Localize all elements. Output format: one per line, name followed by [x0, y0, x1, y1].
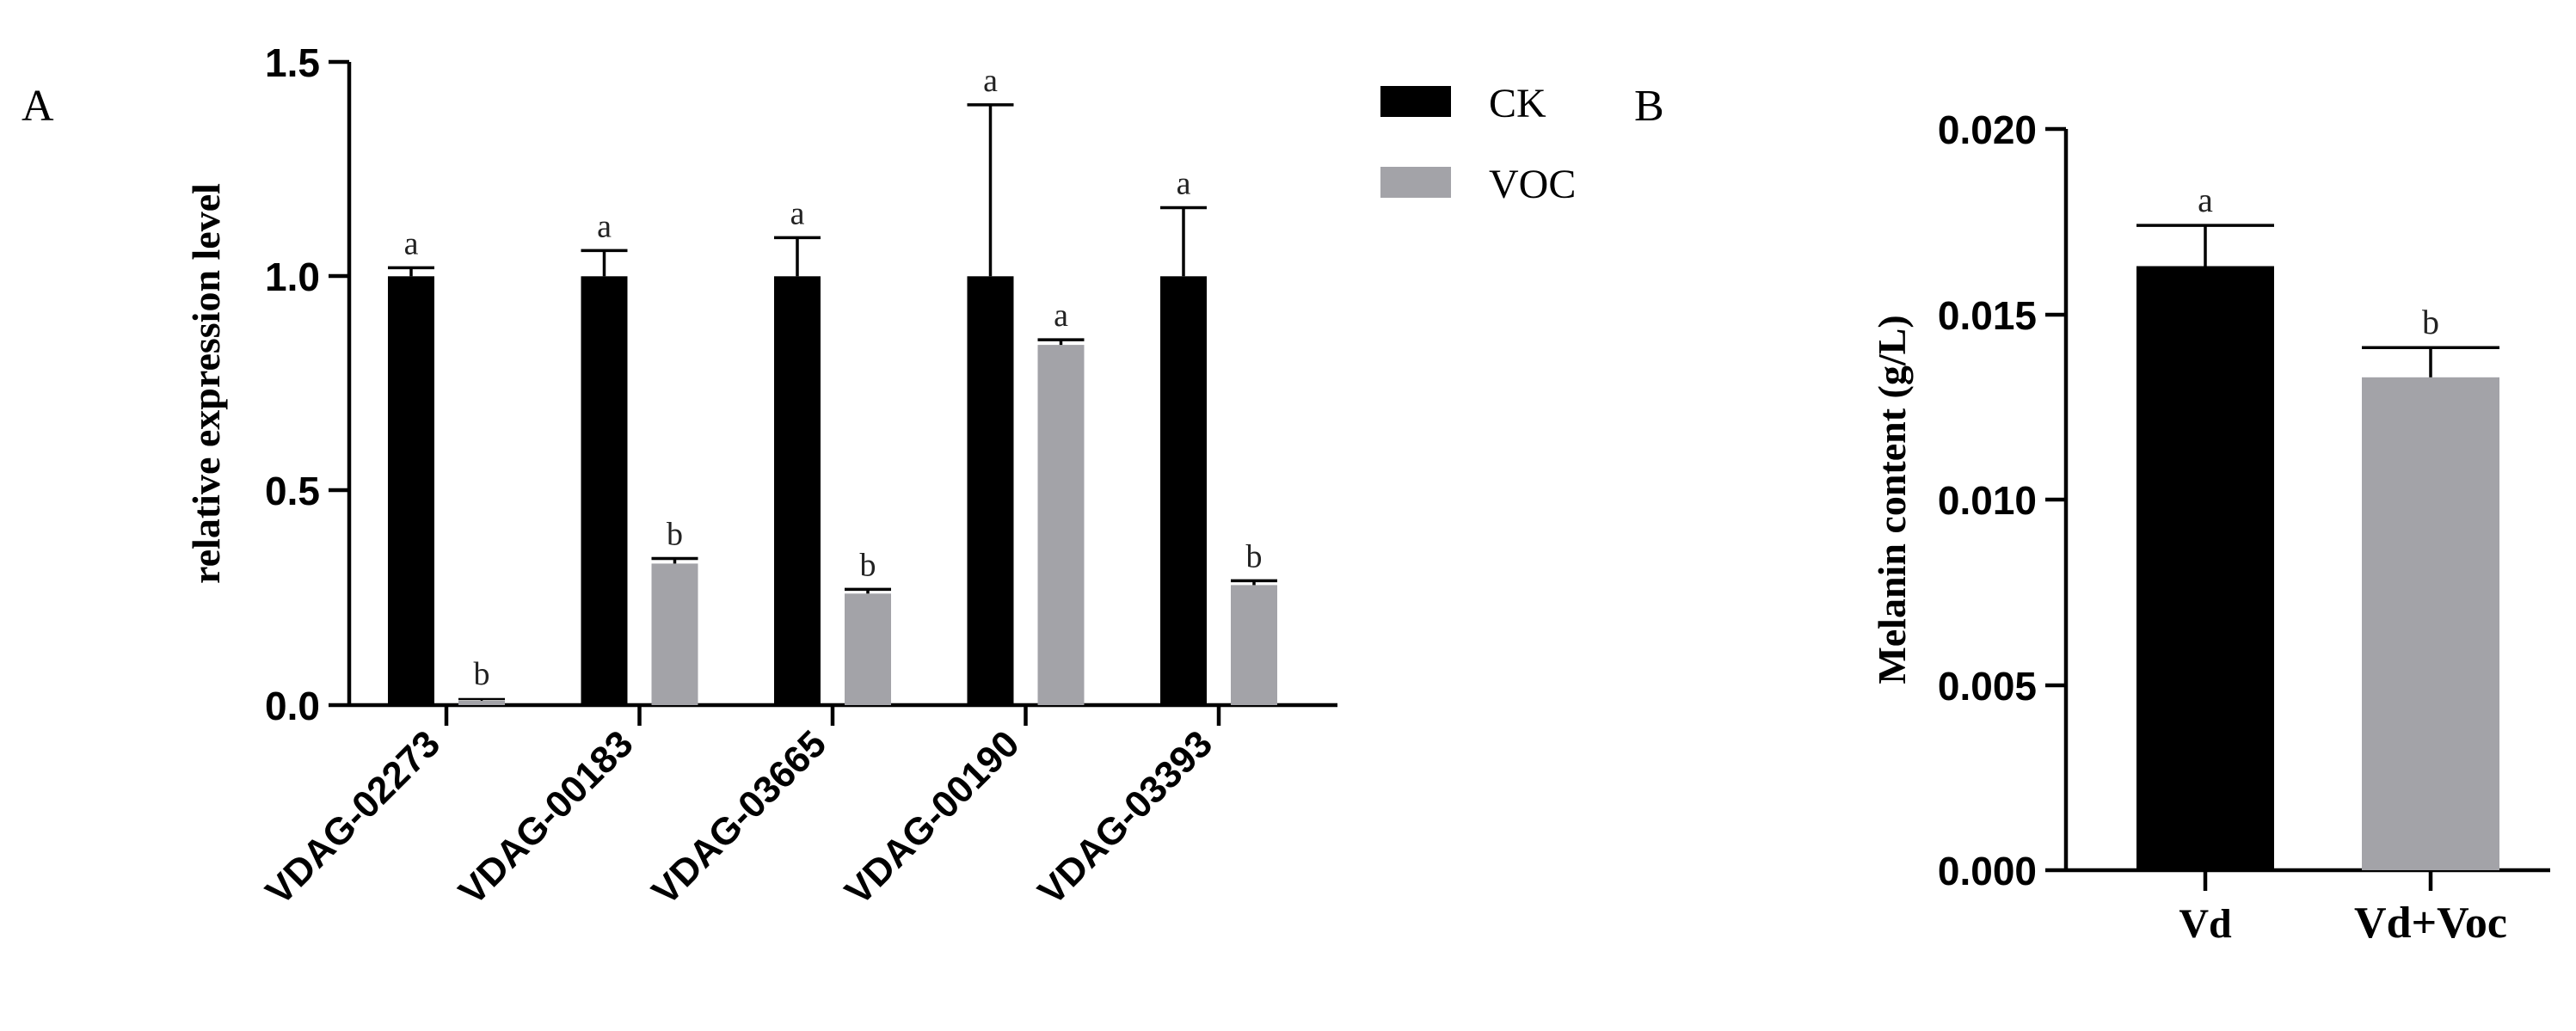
svg-text:Melanin content (g/L): Melanin content (g/L): [1870, 315, 1914, 684]
svg-text:a: a: [790, 195, 805, 231]
svg-text:a: a: [983, 63, 998, 99]
svg-text:VDAG-03393: VDAG-03393: [1030, 722, 1220, 912]
svg-text:0.020: 0.020: [1938, 107, 2037, 152]
svg-text:A: A: [22, 82, 54, 131]
svg-text:VDAG-00183: VDAG-00183: [451, 722, 641, 912]
svg-text:VDAG-00190: VDAG-00190: [837, 722, 1027, 912]
svg-text:a: a: [404, 225, 419, 261]
svg-text:0.000: 0.000: [1938, 849, 2037, 893]
svg-text:a: a: [2198, 181, 2213, 219]
svg-text:b: b: [474, 656, 490, 692]
svg-text:0.005: 0.005: [1938, 664, 2037, 709]
svg-text:b: b: [1246, 538, 1263, 574]
svg-text:a: a: [1177, 166, 1191, 202]
svg-text:VOC: VOC: [1489, 162, 1576, 207]
svg-text:b: b: [667, 517, 683, 553]
svg-text:relative expression level: relative expression level: [184, 183, 228, 584]
svg-text:1.5: 1.5: [265, 40, 320, 85]
svg-text:b: b: [2422, 303, 2439, 341]
svg-text:VDAG-02273: VDAG-02273: [258, 722, 448, 912]
svg-text:a: a: [597, 208, 612, 244]
svg-text:0.010: 0.010: [1938, 478, 2037, 523]
svg-text:Vd: Vd: [2179, 901, 2232, 947]
svg-text:0.0: 0.0: [265, 684, 320, 728]
svg-text:Vd+Voc: Vd+Voc: [2354, 899, 2507, 948]
svg-text:1.0: 1.0: [265, 255, 320, 299]
svg-text:VDAG-03665: VDAG-03665: [644, 722, 834, 912]
svg-text:0.5: 0.5: [265, 469, 320, 513]
svg-text:a: a: [1054, 298, 1068, 334]
svg-text:0.015: 0.015: [1938, 293, 2037, 338]
svg-text:CK: CK: [1489, 81, 1546, 126]
svg-text:B: B: [1634, 82, 1664, 131]
svg-text:b: b: [860, 547, 876, 583]
